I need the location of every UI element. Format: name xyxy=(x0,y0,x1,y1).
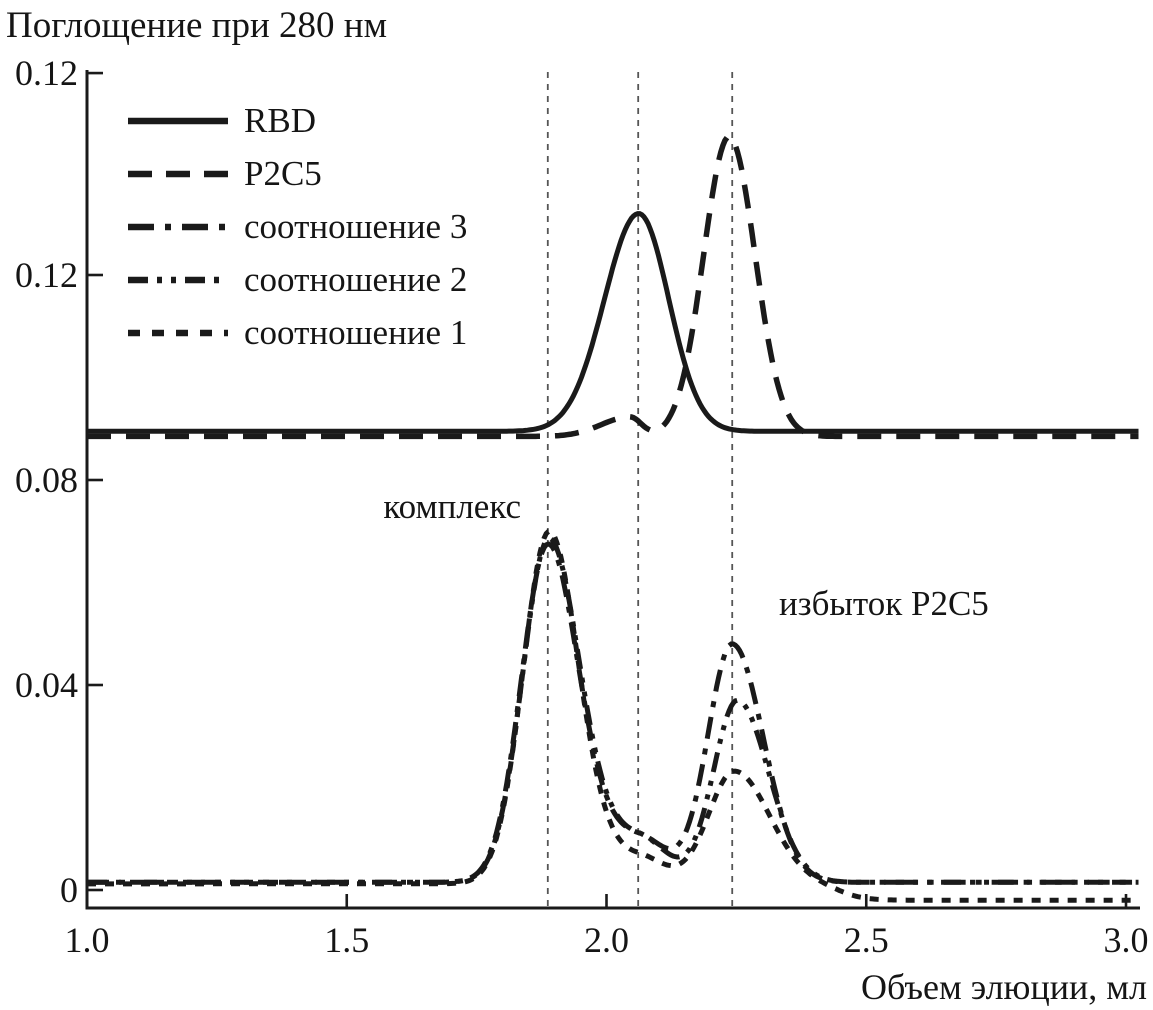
legend-item-RBD: RBD xyxy=(126,94,467,147)
legend-item-соотношение-1: соотношение 1 xyxy=(126,306,467,359)
curve-RBD xyxy=(87,211,1139,434)
axes xyxy=(85,70,1140,910)
x-tick-label-4: 3.0 xyxy=(1104,920,1149,960)
y-tick-label-3: 0.12 xyxy=(15,255,78,295)
x-axis-title: Объем элюции, мл xyxy=(861,967,1147,1007)
legend-swatch-dash-dot-dot-icon xyxy=(128,276,228,283)
legend-label: соотношение 1 xyxy=(244,312,468,352)
y-tick-label-0: 0 xyxy=(60,870,78,910)
curve-соотношение-2 xyxy=(87,536,1139,885)
curve-соотношение-1 xyxy=(87,528,1139,903)
legend-swatch-dash-dot-icon xyxy=(128,223,228,230)
x-tick-label-3: 2.5 xyxy=(844,920,889,960)
legend-label: соотношение 2 xyxy=(244,259,468,299)
x-tick-label-0: 1.0 xyxy=(65,920,110,960)
data-curves xyxy=(87,133,1139,903)
curve-соотношение-3 xyxy=(87,541,1139,885)
legend-swatch-dashed-icon xyxy=(128,170,228,177)
legend-label: соотношение 3 xyxy=(244,206,468,246)
legend-swatch-solid-icon xyxy=(128,117,228,124)
legend-label: P2C5 xyxy=(244,153,322,193)
y-tick-label-4: 0.12 xyxy=(15,53,78,93)
legend-label: RBD xyxy=(244,100,316,140)
legend-item-соотношение-3: соотношение 3 xyxy=(126,200,467,253)
annotation-complex: комплекс xyxy=(383,487,522,527)
curve-P2C5 xyxy=(87,133,1139,440)
legend-item-P2C5: P2C5 xyxy=(126,147,467,200)
y-tick-label-2: 0.08 xyxy=(15,460,78,500)
legend-swatch-dotted-icon xyxy=(128,329,228,336)
tick-labels: 0 0.04 0.08 0.12 0.12 1.0 1.5 2.0 2.5 3.0 xyxy=(15,53,1149,960)
x-tick-label-2: 2.0 xyxy=(584,920,629,960)
x-tick-label-1: 1.5 xyxy=(324,920,369,960)
y-tick-label-1: 0.04 xyxy=(15,665,78,705)
legend-item-соотношение-2: соотношение 2 xyxy=(126,253,467,306)
annotation-excess-p2c5: избыток P2C5 xyxy=(779,584,989,624)
legend: RBD P2C5 соотношение 3 соотношение 2 соотнош… xyxy=(126,94,467,359)
chart-title: Поглощение при 280 нм xyxy=(6,5,387,46)
reference-lines xyxy=(546,72,734,908)
